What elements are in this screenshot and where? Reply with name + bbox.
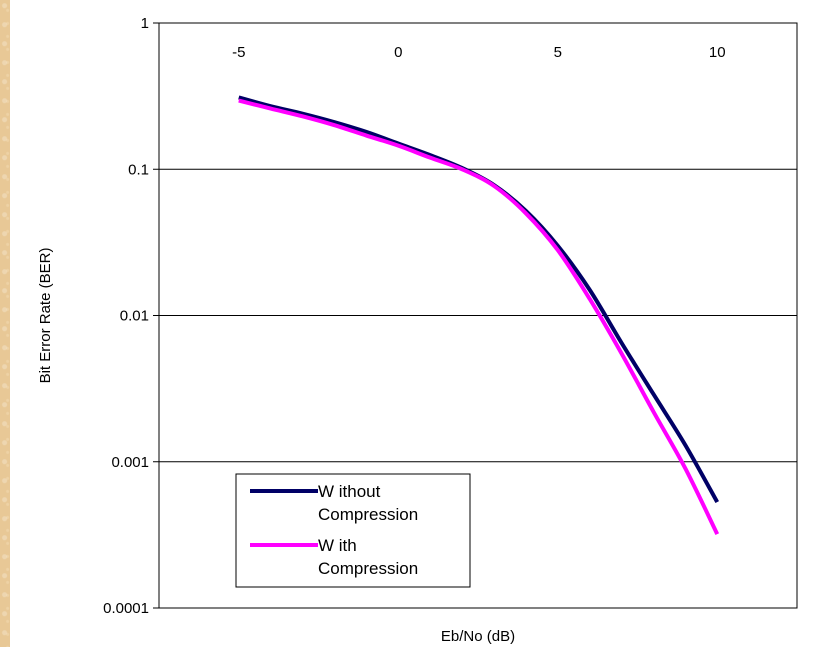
x-tick-label-1: 0 bbox=[394, 44, 402, 61]
x-axis-ticks: -5 0 5 10 bbox=[232, 44, 726, 61]
y-tick-label-4: 0.0001 bbox=[103, 600, 149, 617]
legend-label-with-compression-line1: W ith bbox=[318, 536, 357, 555]
x-tick-label-2: 5 bbox=[554, 44, 562, 61]
y-axis-ticks: 1 0.1 0.01 0.001 0.0001 bbox=[103, 15, 159, 617]
x-axis-title: Eb/No (dB) bbox=[441, 628, 515, 645]
x-tick-label-3: 10 bbox=[709, 44, 726, 61]
y-tick-label-2: 0.01 bbox=[120, 308, 149, 325]
series-lines bbox=[238, 95, 720, 535]
y-tick-label-0: 1 bbox=[141, 15, 149, 32]
x-tick-label-0: -5 bbox=[232, 44, 245, 61]
legend-label-without-compression-line2: Compression bbox=[318, 505, 418, 524]
y-tick-label-3: 0.001 bbox=[111, 454, 149, 471]
y-tick-label-1: 0.1 bbox=[128, 161, 149, 178]
grid-lines bbox=[159, 168, 797, 463]
y-axis-title: Bit Error Rate (BER) bbox=[37, 248, 54, 384]
legend-label-with-compression-line2: Compression bbox=[318, 559, 418, 578]
legend-label-without-compression-line1: W ithout bbox=[318, 482, 381, 501]
series-line-without-compression bbox=[238, 95, 719, 504]
legend: W ithout Compression W ith Compression bbox=[235, 473, 471, 588]
series-line-with-compression bbox=[238, 98, 720, 535]
